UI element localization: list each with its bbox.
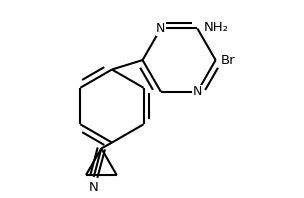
- Text: N: N: [156, 22, 165, 35]
- Text: NH₂: NH₂: [203, 21, 228, 34]
- Text: N: N: [193, 85, 202, 98]
- Text: Br: Br: [221, 54, 235, 67]
- Text: N: N: [89, 181, 98, 194]
